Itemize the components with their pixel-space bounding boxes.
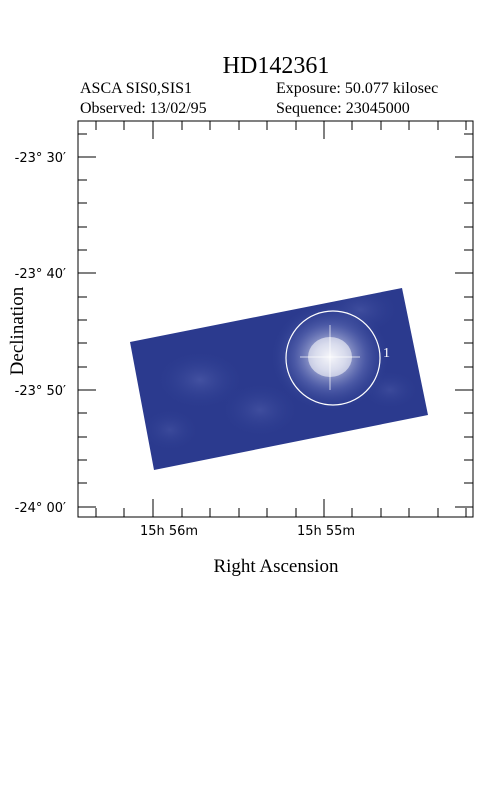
x-tick-label: 15h 56m [140, 524, 198, 539]
x-tick-marks [95, 121, 467, 517]
y-tick-label: -24° 00′ [15, 501, 66, 516]
plot-title: HD142361 [222, 53, 330, 79]
xray-image-field [130, 288, 428, 470]
sequence-label: Sequence: 23045000 [276, 100, 410, 117]
instrument-label: ASCA SIS0,SIS1 [80, 80, 193, 97]
y-tick-label: -23° 30′ [15, 151, 66, 166]
x-axis-label: Right Ascension [213, 556, 339, 577]
y-tick-label: -23° 40′ [15, 267, 66, 282]
y-tick-label: -23° 50′ [15, 384, 66, 399]
observed-label: Observed: 13/02/95 [80, 100, 207, 117]
exposure-label: Exposure: 50.077 kilosec [276, 80, 439, 97]
source-label: 1 [383, 346, 390, 361]
source-circle [285, 310, 381, 406]
y-axis-label: Declination [7, 286, 28, 376]
x-tick-label: 15h 55m [297, 524, 355, 539]
y-tick-marks [78, 133, 473, 508]
plot-frame [77, 120, 474, 518]
